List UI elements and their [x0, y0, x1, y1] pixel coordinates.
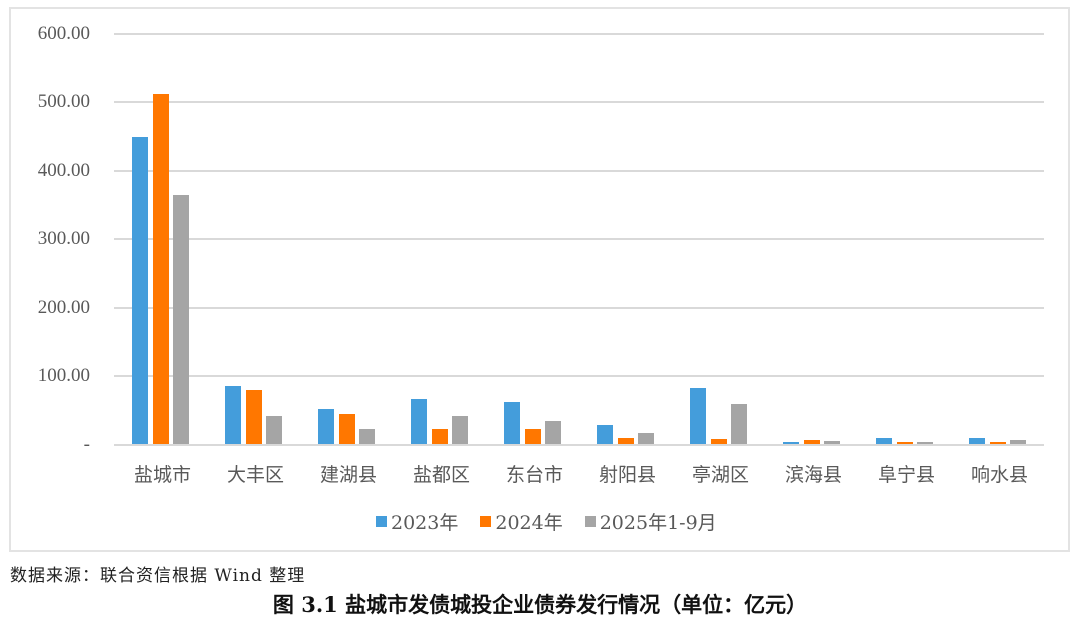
- bar-2025年1-9月: [731, 404, 747, 445]
- legend-swatch-icon: [376, 516, 387, 527]
- x-tick-label: 滨海县: [784, 464, 842, 486]
- x-tick-label: 建湖县: [319, 464, 377, 486]
- gridline: [114, 306, 1044, 309]
- bar-2023年: [318, 408, 334, 445]
- x-tick-label: 盐都区: [412, 464, 470, 486]
- bar-2023年: [969, 438, 985, 445]
- y-tick-label: 600.00: [37, 23, 90, 44]
- gridline: [114, 169, 1044, 172]
- legend: 2023年 2024年 2025年1-9月: [376, 508, 717, 535]
- legend-label: 2024年: [495, 512, 563, 534]
- y-tick-label: 400.00: [37, 159, 90, 181]
- bar-2023年: [132, 137, 148, 445]
- bar-2024年: [524, 428, 541, 445]
- bar-2024年: [617, 437, 634, 445]
- bar-2025年1-9月: [545, 421, 561, 445]
- bar-2025年1-9月: [638, 432, 654, 445]
- legend-swatch-icon: [480, 516, 492, 527]
- bar-2024年: [896, 442, 913, 445]
- gridline: [114, 33, 1044, 35]
- bar-2024年: [710, 439, 727, 445]
- bar-2025年1-9月: [452, 416, 468, 445]
- bar-2023年: [225, 386, 241, 445]
- y-tick-label: -: [83, 433, 90, 455]
- legend-item: 2025年1-9月: [584, 508, 717, 535]
- y-tick-label: 100.00: [37, 365, 90, 387]
- bar-2023年: [411, 398, 427, 445]
- legend-item: 2023年: [376, 508, 458, 535]
- gridline: [114, 101, 1044, 104]
- gridline: [114, 443, 1044, 446]
- legend-label: 2025年1-9月: [599, 512, 717, 534]
- bar-2025年1-9月: [359, 428, 375, 445]
- bar-2023年: [690, 388, 706, 445]
- x-tick-label: 大丰区: [226, 464, 284, 486]
- bar-2025年1-9月: [173, 194, 189, 445]
- bar-2023年: [504, 402, 520, 445]
- y-tick-label: 500.00: [37, 91, 90, 113]
- bar-2024年: [431, 428, 448, 445]
- x-tick-label: 响水县: [970, 464, 1028, 486]
- data-source-note: 数据来源：联合资信根据 Wind 整理: [10, 566, 306, 586]
- x-tick-label: 盐城市: [133, 464, 191, 486]
- bar-2024年: [152, 94, 169, 445]
- gridline: [114, 238, 1044, 241]
- bar-2023年: [597, 425, 613, 445]
- bar-2023年: [783, 442, 799, 445]
- x-tick-label: 射阳县: [598, 464, 656, 486]
- bar-2025年1-9月: [1010, 440, 1026, 445]
- legend-swatch-icon: [584, 516, 596, 527]
- figure-caption: 图 3.1 盐城市发债城投企业债券发行情况（单位：亿元）: [272, 592, 808, 617]
- bar-2024年: [245, 390, 262, 445]
- bar-2025年1-9月: [917, 442, 933, 445]
- bar-2024年: [338, 414, 355, 445]
- plot-area: - 100.00 200.00 300.00 400.00 500.00 600.00 盐城市…: [37, 23, 1044, 486]
- y-tick-label: 200.00: [37, 296, 90, 318]
- bar-2025年1-9月: [266, 415, 282, 445]
- legend-label: 2023年: [391, 512, 459, 534]
- bar-2024年: [803, 440, 820, 445]
- x-tick-label: 亭湖区: [691, 464, 749, 486]
- gridline: [114, 375, 1044, 378]
- bar-2023年: [876, 437, 892, 445]
- bar-2024年: [989, 442, 1006, 445]
- x-tick-label: 东台市: [505, 464, 563, 486]
- legend-item: 2024年: [480, 508, 563, 535]
- x-tick-label: 阜宁县: [877, 464, 935, 486]
- y-tick-label: 300.00: [37, 228, 90, 250]
- bar-2025年1-9月: [824, 441, 840, 445]
